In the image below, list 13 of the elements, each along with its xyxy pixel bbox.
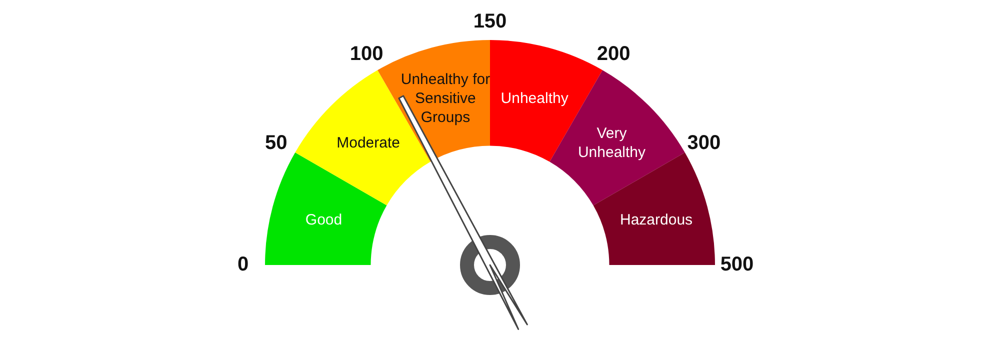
slice-label: Good bbox=[305, 212, 342, 229]
text: 0 bbox=[237, 254, 249, 276]
slice-label: Unhealthy bbox=[500, 90, 569, 107]
text: 200 bbox=[596, 43, 630, 66]
text: 50 bbox=[264, 132, 288, 154]
text: 100 bbox=[350, 43, 384, 66]
text: 500 bbox=[720, 254, 754, 276]
text: 300 bbox=[687, 132, 721, 154]
slice-label: Unhealthy for Sensitive Groups bbox=[400, 70, 490, 126]
slice-label: Moderate bbox=[336, 134, 400, 152]
text: 150 bbox=[473, 10, 507, 33]
slice-label: Hazardous bbox=[620, 212, 693, 229]
slice-label: Very Unhealthy bbox=[578, 124, 646, 161]
